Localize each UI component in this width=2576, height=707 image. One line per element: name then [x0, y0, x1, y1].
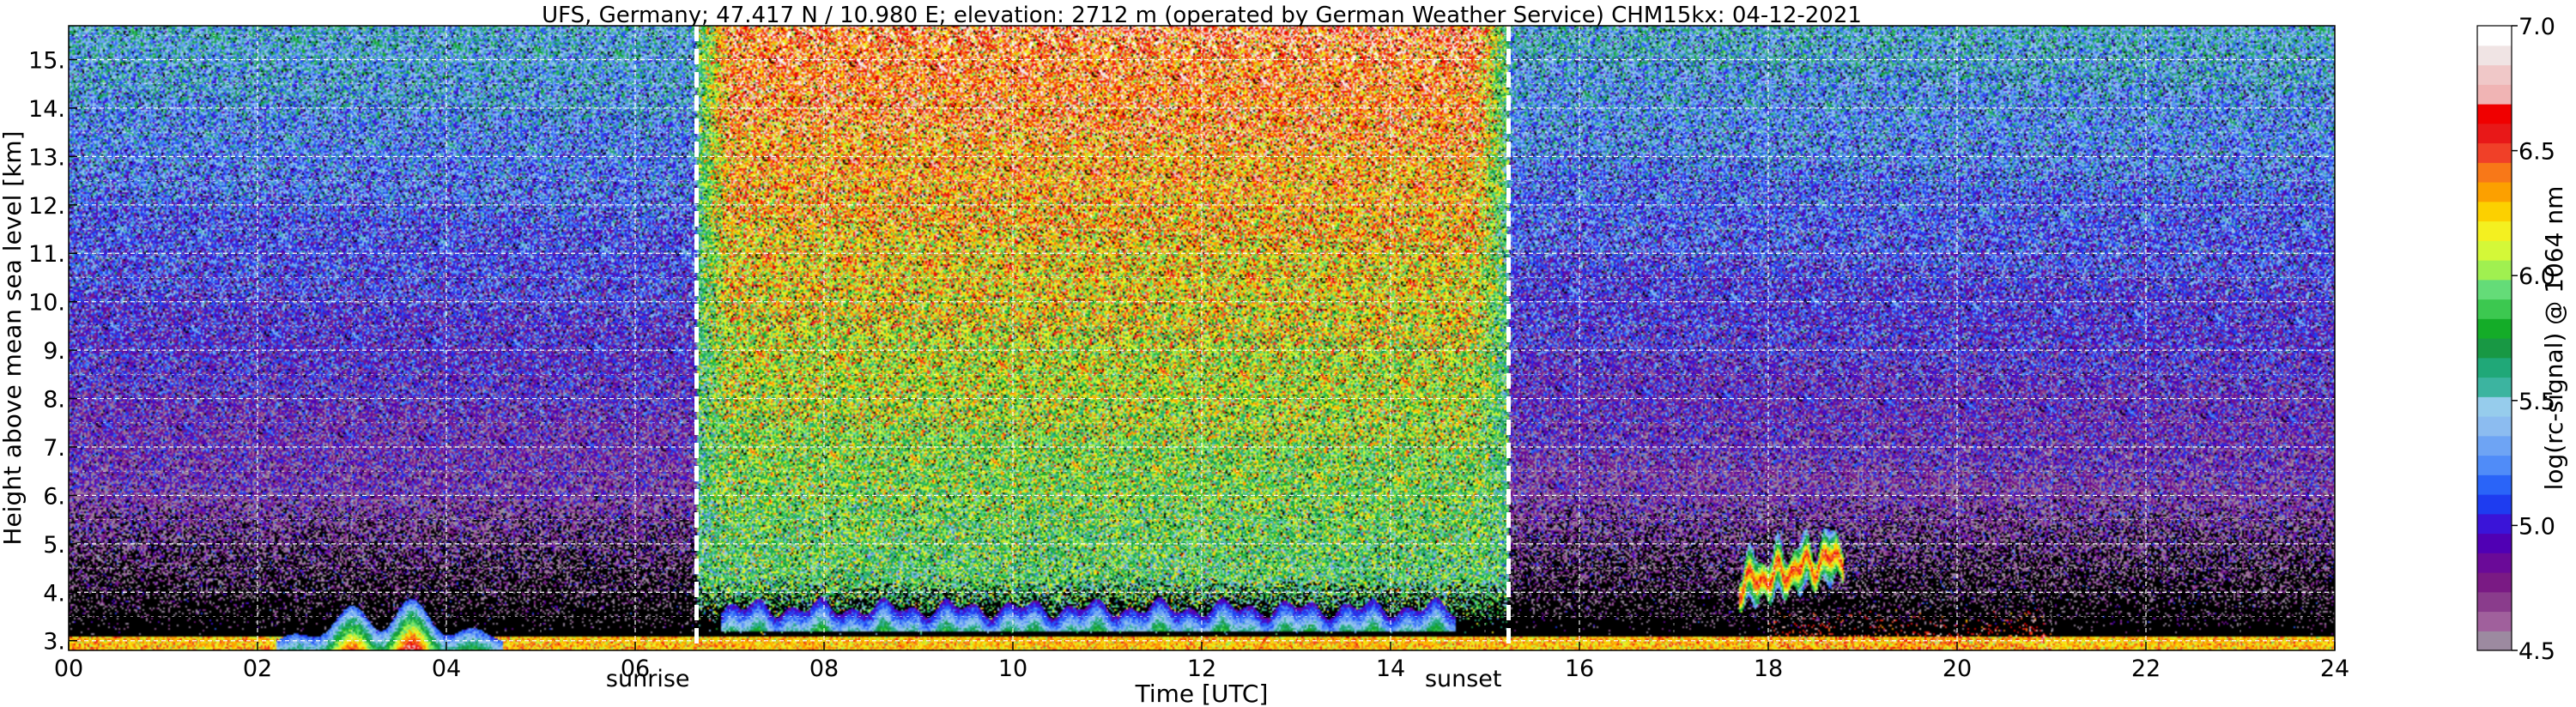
x-tick-label: 04 [432, 656, 461, 682]
sun-marker-label: sunset [1425, 666, 1502, 692]
colorbar-swatch [2477, 377, 2512, 397]
colorbar-swatch [2477, 260, 2512, 281]
colorbar-swatches [2477, 26, 2512, 651]
x-tick-label: 18 [1754, 656, 1783, 682]
colorbar-swatch [2477, 533, 2512, 553]
colorbar-swatch [2477, 631, 2512, 651]
colorbar-tick-label: 4.5 [2518, 638, 2555, 665]
y-tick-label: 12. [28, 193, 65, 220]
colorbar-tick-label: 5.0 [2518, 513, 2555, 540]
x-tick-label: 20 [1943, 656, 1972, 682]
colorbar-swatch [2477, 572, 2512, 593]
x-tick-label: 06 [621, 656, 650, 682]
y-tick-label: 13. [28, 144, 65, 171]
y-tick-label: 9. [43, 338, 65, 365]
colorbar-swatch [2477, 240, 2512, 261]
y-tick-label: 4. [43, 580, 65, 607]
y-tick-label: 6. [43, 483, 65, 510]
x-tick-label: 12 [1187, 656, 1216, 682]
y-tick-label: 7. [43, 435, 65, 462]
colorbar-swatch [2477, 338, 2512, 359]
colorbar-swatch [2477, 553, 2512, 573]
colorbar-swatch [2477, 162, 2512, 183]
plot-area [68, 25, 2336, 651]
y-tick-label: 14. [28, 96, 65, 123]
colorbar-swatch [2477, 221, 2512, 241]
y-axis-label: Height above mean sea level [km] [0, 130, 27, 545]
colorbar-swatch [2477, 299, 2512, 319]
colorbar-swatch [2477, 591, 2512, 613]
sun-markers [694, 26, 1511, 650]
chart-title: UFS, Germany; 47.417 N / 10.980 E; eleva… [542, 3, 1862, 28]
colorbar-swatch [2477, 45, 2512, 66]
colorbar-swatch [2477, 201, 2512, 222]
y-tick-label: 11. [28, 241, 65, 268]
colorbar-swatch [2477, 357, 2512, 378]
x-tick-label: 02 [243, 656, 272, 682]
colorbar-swatch [2477, 396, 2512, 417]
y-axis: 3. 4. 5. 6. 7. 8. 9. 10. 11. 12. 13. 14. 15. [28, 48, 77, 656]
colorbar-tick-label: 7.0 [2518, 14, 2555, 40]
colorbar-frame [2476, 25, 2512, 651]
sun-marker-label: sunrise [606, 666, 690, 692]
x-tick-label: 10 [998, 656, 1027, 682]
colorbar: 4.5 5.0 5.5 6.0 6.5 7.0 log(rc-signal) @ 1064… [2476, 14, 2568, 665]
colorbar-ticks: 4.5 5.0 5.5 6.0 6.5 7.0 [2512, 14, 2555, 665]
x-tick-label: 22 [2131, 656, 2161, 682]
grid-lines [69, 26, 2335, 650]
colorbar-tick-label: 5.5 [2518, 389, 2555, 415]
colorbar-tick-label: 6.0 [2518, 263, 2555, 290]
y-tick-label: 8. [43, 387, 65, 414]
colorbar-swatch [2477, 611, 2512, 631]
x-axis-label: Time [UTC] [1135, 680, 1269, 707]
x-tick-label: 14 [1376, 656, 1405, 682]
colorbar-swatch [2477, 84, 2512, 105]
x-tick-label: 24 [2320, 656, 2349, 682]
colorbar-swatch [2477, 279, 2512, 300]
x-tick-label: 00 [54, 656, 83, 682]
y-tick-label: 5. [43, 532, 65, 559]
colorbar-swatch [2477, 182, 2512, 202]
colorbar-swatch [2477, 318, 2512, 339]
colorbar-swatch [2477, 64, 2512, 85]
x-axis: 00 02 04 06 08 10 12 14 16 18 20 22 24 [54, 642, 2349, 682]
colorbar-swatch [2477, 513, 2512, 535]
x-tick-label: 16 [1565, 656, 1594, 682]
colorbar-swatch [2477, 474, 2512, 495]
colorbar-tick-label: 6.5 [2518, 139, 2555, 166]
colorbar-swatch [2477, 494, 2512, 515]
colorbar-swatch [2477, 142, 2512, 163]
colorbar-swatch [2477, 416, 2512, 437]
colorbar-swatch [2477, 123, 2512, 144]
colorbar-swatch [2477, 26, 2512, 46]
y-tick-label: 15. [28, 48, 65, 75]
x-tick-label: 08 [809, 656, 839, 682]
colorbar-swatch [2477, 104, 2512, 124]
colorbar-label: log(rc-signal) @ 1064 nm [2540, 186, 2568, 491]
colorbar-swatch [2477, 455, 2512, 475]
y-tick-label: 10. [28, 290, 65, 317]
y-tick-label: 3. [43, 629, 65, 656]
colorbar-swatch [2477, 435, 2512, 456]
